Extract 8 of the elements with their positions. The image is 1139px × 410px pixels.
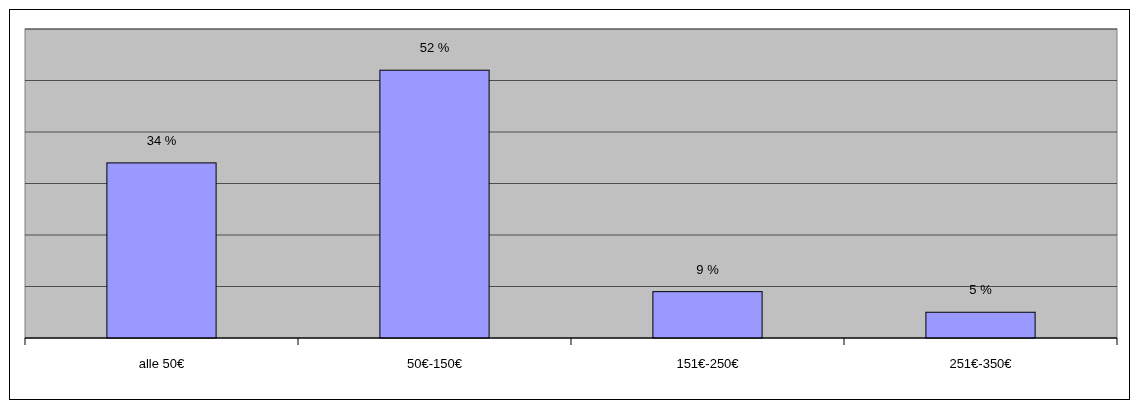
data-label: 34 % [146,132,177,148]
data-label: 9 % [696,261,720,277]
x-tick-label: 50€-150€ [407,356,463,371]
x-tick-label: alle 50€ [138,356,186,371]
x-tick-label: 151€-250€ [676,356,740,371]
x-tick-label: 251€-350€ [949,356,1013,371]
data-label: 52 % [419,40,450,56]
data-label: 5 % [969,282,993,298]
